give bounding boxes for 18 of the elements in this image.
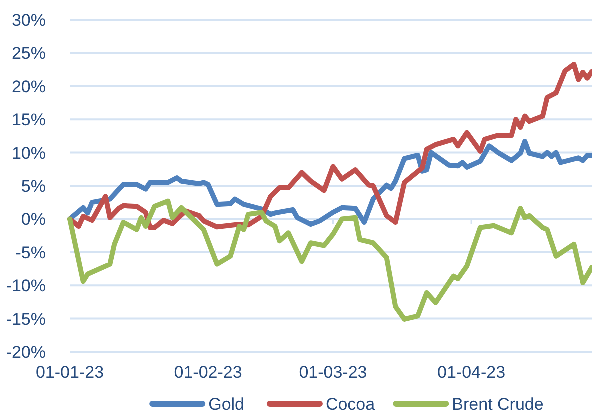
legend-label: Gold [208, 394, 245, 414]
legend-label: Cocoa [326, 394, 376, 414]
y-tick-label: 25% [12, 44, 46, 64]
legend-label: Brent Crude [452, 394, 544, 414]
x-tick-label: 01-02-23 [174, 362, 242, 382]
y-tick-label: 15% [12, 110, 46, 130]
y-tick-label: 0% [21, 210, 46, 230]
y-tick-label: 10% [12, 144, 46, 163]
y-tick-label: -15% [6, 310, 46, 329]
x-tick-label: 01-04-23 [438, 362, 506, 382]
y-tick-label: 5% [21, 176, 46, 196]
y-tick-label: -10% [6, 276, 46, 296]
x-tick-label: 01-03-23 [299, 362, 368, 382]
y-tick-label: 30% [12, 10, 46, 30]
y-tick-label: -5% [16, 243, 46, 262]
x-tick-label: 01-01-23 [36, 362, 104, 382]
y-tick-label: -20% [6, 342, 46, 362]
y-tick-label: 20% [12, 77, 46, 96]
